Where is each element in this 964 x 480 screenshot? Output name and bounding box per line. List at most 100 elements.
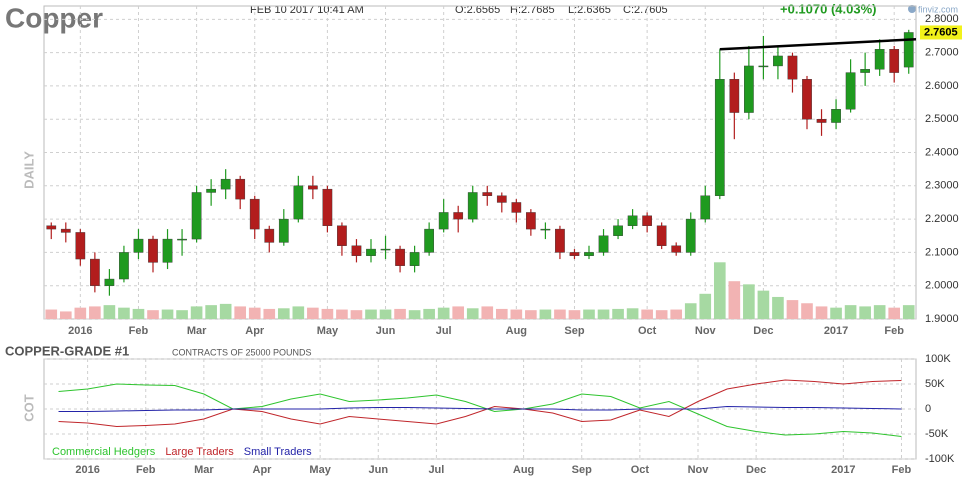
x-tick-label: Mar [187,325,207,337]
candle-body [438,212,449,230]
ohlc-high: H:2.7685 [510,4,555,16]
candle-body [293,185,304,220]
volume-bar [205,305,217,319]
source: finviz.com [918,4,958,14]
volume-bar [743,284,755,319]
volume-bar [394,308,406,319]
volume-bar [844,305,857,319]
y-tick-label: 2.4000 [925,146,959,158]
trendline [719,38,917,51]
candle-body [60,228,71,233]
volume-bar [408,310,421,319]
volume-bar [118,307,130,319]
volume-bar [45,309,58,319]
y-tick-label: 1.9000 [925,313,959,325]
volume-bar [466,308,479,319]
volume-bar [699,293,712,319]
candle-body [162,238,173,263]
volume-bar [713,262,726,319]
candle-body [627,215,638,226]
x-tick-label: Dec [753,325,773,337]
cot-line [58,383,902,437]
volume-bar [263,308,276,319]
volume-bar [772,296,784,319]
plot-frame [43,5,917,320]
x-tick-label: Jul [428,464,444,476]
y-tick-label: 2.8000 [925,13,959,25]
y-tick-label: 100K [925,353,951,365]
last-price-box [920,25,962,40]
candle-body [787,55,798,80]
logo-icon [908,5,916,13]
candle-body [206,188,216,193]
candle-body [90,258,100,286]
x-tick-label: Aug [513,464,534,476]
x-tick-label: 2017 [831,464,855,476]
candle-body [380,248,391,251]
x-tick-label: Mar [194,464,214,476]
candle-body [874,49,885,70]
y-tick-label: 0 [925,403,931,415]
volume-bar [59,311,72,319]
candle-body [526,212,536,230]
x-tick-label: Sep [564,325,584,337]
volume-bar [510,309,523,319]
x-tick-label: 2016 [75,464,99,476]
volume-bar [452,306,465,319]
volume-bar [481,306,494,319]
volume-bar [568,310,581,319]
x-tick-label: Apr [245,325,265,337]
y-tick-label: -50K [925,428,949,440]
candle-body [191,192,202,240]
candle-body [308,185,318,190]
legend-entry: Small Traders [244,446,312,458]
date: FEB 10 2017 10:41 AM [250,4,364,16]
candle-body [351,245,362,256]
x-tick-label: May [309,464,331,476]
candle-body [685,218,696,253]
volume-bar [525,310,537,319]
x-tick-label: Feb [884,325,904,337]
x-tick-label: Feb [892,464,912,476]
x-tick-label: Aug [506,325,527,337]
candle-body [773,55,783,67]
candle-body [642,215,652,226]
candle-body [816,119,827,123]
x-tick-label: Nov [688,464,710,476]
volume-bar [641,309,653,319]
volume-bar [757,290,770,319]
volume-bar [859,306,871,319]
volume-bar [161,309,174,319]
candle-body [46,225,57,230]
candle-body [148,238,158,263]
volume-bar [89,306,101,319]
candle-body [235,178,246,200]
x-tick-label: Jul [436,325,452,337]
candle-body [104,278,115,286]
candle-body [903,32,914,68]
y-tick-label: 2.7000 [925,47,959,59]
candle-body [119,252,129,280]
volume-bar [292,306,305,319]
candle-body [845,72,856,110]
x-tick-label: May [317,325,339,337]
volume-bar [423,308,435,319]
legend-entry: Commercial Hedgers [52,446,156,458]
y-tick-label: 2.0000 [925,280,959,292]
y-tick-label: 2.2000 [925,213,959,225]
candle-body [337,225,347,246]
volume-bar [219,303,232,319]
ohlc-open: O:2.6565 [455,4,500,16]
legend-entry: Large Traders [165,446,234,458]
candle-body [831,109,841,123]
change: +0.1070 (4.03%) [780,1,876,16]
cot-y-axis-label: COT [21,394,36,422]
x-tick-label: Oct [638,325,657,337]
candle-body [511,202,522,213]
candle-body [467,192,478,220]
candle-body [671,245,682,253]
candle-body [613,225,623,236]
volume-bar [655,310,668,319]
candle-body [264,228,275,243]
y-tick-label: 2.6000 [925,80,959,92]
